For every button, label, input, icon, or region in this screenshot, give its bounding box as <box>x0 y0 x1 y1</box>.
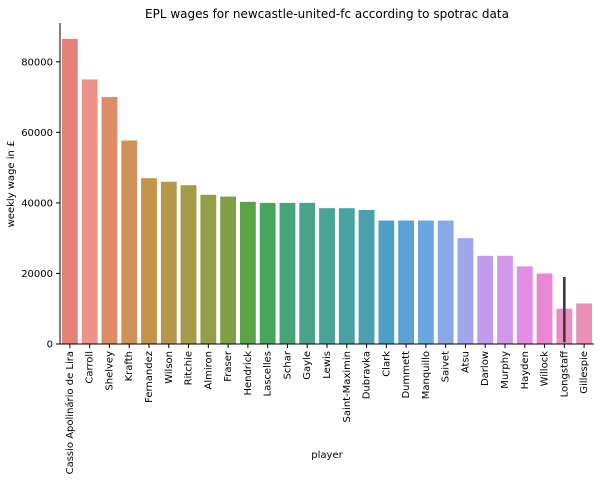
bar-saint-maximin <box>338 208 355 344</box>
x-tick-label: Lascelles <box>263 351 274 396</box>
bar-atsu <box>457 238 474 344</box>
x-tick-label: Krafth <box>124 351 135 381</box>
bar-wilson <box>160 181 177 344</box>
x-tick-label: Willock <box>540 351 551 387</box>
bar-carroll <box>81 79 98 344</box>
bar-cassio-apolinario-de-lira <box>61 38 78 345</box>
x-axis: Cassio Apolinário de Lira Carroll Shelvey K… <box>60 343 594 474</box>
bar-manquillo <box>417 220 434 344</box>
x-tick-label: Fraser <box>223 350 234 382</box>
y-tick-label: 0 <box>47 340 53 351</box>
x-tick-label: Longstaff <box>559 350 570 397</box>
x-tick-label: Almiron <box>203 351 214 390</box>
x-tick-label: Ritchie <box>184 351 195 385</box>
bar-hendrick <box>239 201 256 344</box>
y-tick-label: 80000 <box>21 57 53 68</box>
x-tick-label: Fernandez <box>144 351 155 403</box>
x-tick-label: Cassio Apolinário de Lira <box>64 351 76 474</box>
bar-gillespie <box>576 303 593 344</box>
y-axis: 0 20000 40000 60000 80000 <box>21 23 61 351</box>
bar-hayden <box>516 266 533 344</box>
x-tick-label: Gillespie <box>579 351 590 394</box>
bar-darlow <box>477 255 494 344</box>
bar-krafth <box>121 140 138 344</box>
chart-title: EPL wages for newcastle-united-fc accord… <box>145 7 509 21</box>
x-axis-label: player <box>311 450 343 461</box>
x-tick-label: Dummett <box>401 351 412 399</box>
bar-gayle <box>299 202 316 344</box>
bar-murphy <box>497 255 513 344</box>
x-tick-label: Saivet <box>441 351 452 382</box>
x-tick-label: Murphy <box>500 351 511 389</box>
bar-saivet <box>437 220 454 344</box>
y-tick-label: 20000 <box>21 269 53 280</box>
bars-layer <box>61 38 593 345</box>
x-tick-label: Atsu <box>460 351 471 373</box>
bar-fraser <box>220 196 237 344</box>
bar-lascelles <box>259 202 276 344</box>
bar-lewis <box>319 208 335 344</box>
x-tick-label: Gayle <box>302 351 313 380</box>
bar-almiron <box>200 194 217 344</box>
x-tick-label: Saint-Maximin <box>342 351 353 422</box>
x-tick-label: Darlow <box>480 351 491 386</box>
bar-dubravka <box>358 209 375 344</box>
x-tick-label: Hayden <box>520 351 531 389</box>
x-tick-label: Clark <box>381 351 392 377</box>
bar-fernandez <box>141 178 157 344</box>
y-tick-label: 60000 <box>21 128 53 139</box>
bar-schar <box>279 202 296 344</box>
y-tick-label: 40000 <box>21 198 53 209</box>
x-tick-label: Hendrick <box>243 351 254 396</box>
x-tick-label: Lewis <box>322 351 333 379</box>
bar-shelvey <box>101 97 118 344</box>
x-tick-label: Manquillo <box>421 351 432 399</box>
bar-dummett <box>398 220 415 344</box>
x-tick-label: Shelvey <box>104 351 115 391</box>
bar-ritchie <box>180 185 197 344</box>
bar-willock <box>536 273 553 344</box>
bar-clark <box>378 220 395 344</box>
x-tick-label: Wilson <box>164 351 175 384</box>
x-tick-label: Dubravka <box>362 351 373 399</box>
y-axis-label: weekly wage in £ <box>6 141 17 228</box>
x-tick-label: Carroll <box>85 351 96 384</box>
x-tick-label: Schar <box>282 350 293 379</box>
